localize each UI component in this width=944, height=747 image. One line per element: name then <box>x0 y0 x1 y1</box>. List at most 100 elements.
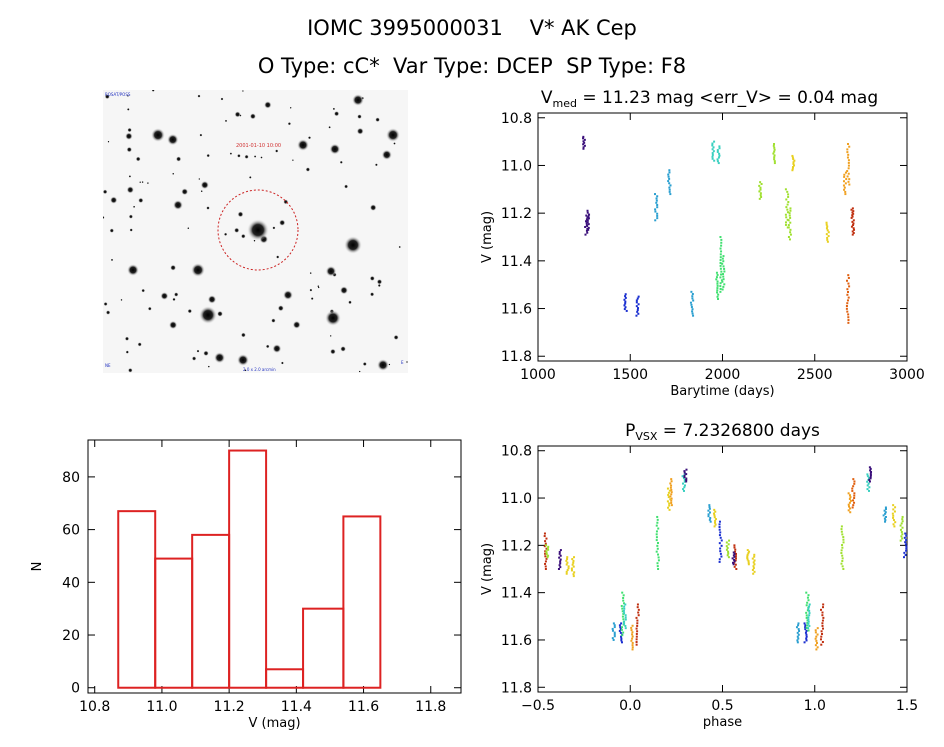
star <box>141 288 146 293</box>
lightcurve-point <box>692 314 695 317</box>
phased-point <box>734 557 737 560</box>
phased-point <box>631 646 634 649</box>
phased-point <box>559 554 562 557</box>
star <box>310 297 314 301</box>
lightcurve-point <box>719 236 722 238</box>
phased-point <box>803 641 806 644</box>
phased-point <box>806 624 809 627</box>
lightcurve-point <box>654 219 657 222</box>
lightcurve-point <box>585 222 588 225</box>
lightcurve-point <box>587 215 590 218</box>
phased-point <box>708 505 711 508</box>
lightcurve-point <box>851 233 854 236</box>
star <box>206 153 210 158</box>
lightcurve-point <box>655 201 658 204</box>
phased-point <box>894 521 897 524</box>
phased-point <box>655 550 658 553</box>
lightcurve-point <box>716 284 719 287</box>
star <box>128 214 134 219</box>
phased-point <box>814 637 817 640</box>
lightcurve-ytick-label: 10.8 <box>501 111 532 127</box>
lightcurve-point <box>851 230 854 233</box>
phased-point <box>822 627 825 630</box>
phased-point <box>657 527 660 530</box>
phased-point <box>631 641 634 644</box>
phased-point <box>567 567 570 570</box>
star <box>200 190 203 193</box>
phased-point <box>849 499 852 502</box>
phased-point <box>853 480 856 483</box>
phased-point <box>714 510 717 513</box>
star <box>198 178 201 180</box>
phased-point <box>670 501 673 504</box>
star <box>292 320 301 329</box>
phased-point <box>806 609 809 612</box>
phased-point <box>624 603 627 606</box>
star <box>196 349 200 353</box>
phased-point <box>719 547 722 550</box>
lightcurve-point <box>850 216 853 219</box>
phased-point <box>866 484 869 487</box>
lightcurve-point <box>723 283 726 286</box>
phased-point <box>546 556 549 559</box>
lightcurve-point <box>846 170 849 173</box>
lightcurve-point <box>623 308 626 311</box>
lightcurve-point <box>717 293 720 296</box>
star <box>305 167 311 172</box>
lightcurve-point <box>624 300 627 303</box>
lightcurve-point <box>715 276 718 279</box>
lightcurve-point <box>668 177 671 180</box>
lightcurve-point <box>848 145 851 148</box>
phased-point <box>670 484 673 487</box>
phased-point <box>752 565 755 568</box>
lightcurve-point <box>689 301 692 304</box>
phased-point <box>882 514 885 517</box>
star <box>109 228 115 233</box>
phased-point <box>718 534 721 537</box>
lightcurve-point <box>711 153 714 156</box>
lightcurve-point <box>847 159 850 162</box>
lightcurve-point <box>691 293 694 296</box>
lightcurve-point <box>789 209 792 212</box>
lightcurve-point <box>787 226 790 229</box>
lightcurve-point <box>773 158 776 161</box>
phased-point <box>622 599 625 602</box>
phased-point <box>807 627 810 630</box>
phased-point <box>572 575 575 578</box>
phased-point <box>559 566 562 569</box>
phased-point <box>683 478 686 481</box>
phased-point <box>631 648 634 651</box>
lightcurve-point <box>786 203 789 206</box>
phased-point <box>753 555 756 558</box>
phased-point <box>613 626 616 629</box>
phased-point <box>804 624 807 627</box>
lightcurve-point <box>773 146 776 149</box>
lightcurve-point <box>846 148 849 151</box>
lightcurve-point <box>848 178 851 181</box>
phased-point <box>734 559 737 562</box>
lightcurve-point <box>625 309 628 312</box>
lightcurve-point <box>582 137 585 140</box>
star <box>167 133 179 146</box>
star <box>107 140 110 143</box>
phased-point <box>808 614 811 617</box>
phased-point <box>620 622 623 625</box>
phased-point <box>816 633 819 636</box>
phased-point <box>570 569 573 572</box>
phased-point <box>814 629 817 632</box>
phased-point <box>804 631 807 634</box>
lightcurve-point <box>654 210 657 213</box>
phased-point <box>805 616 808 619</box>
phased-point <box>899 528 902 531</box>
phased-point <box>656 562 659 565</box>
star <box>398 245 401 249</box>
star <box>249 113 256 120</box>
star <box>248 176 252 179</box>
phased-point <box>708 518 711 521</box>
phased-point <box>884 519 887 522</box>
lightcurve-point <box>847 321 850 324</box>
phased-point <box>727 552 730 555</box>
phased-point <box>853 492 856 495</box>
lightcurve-point <box>851 214 854 217</box>
lightcurve-point <box>846 156 849 159</box>
